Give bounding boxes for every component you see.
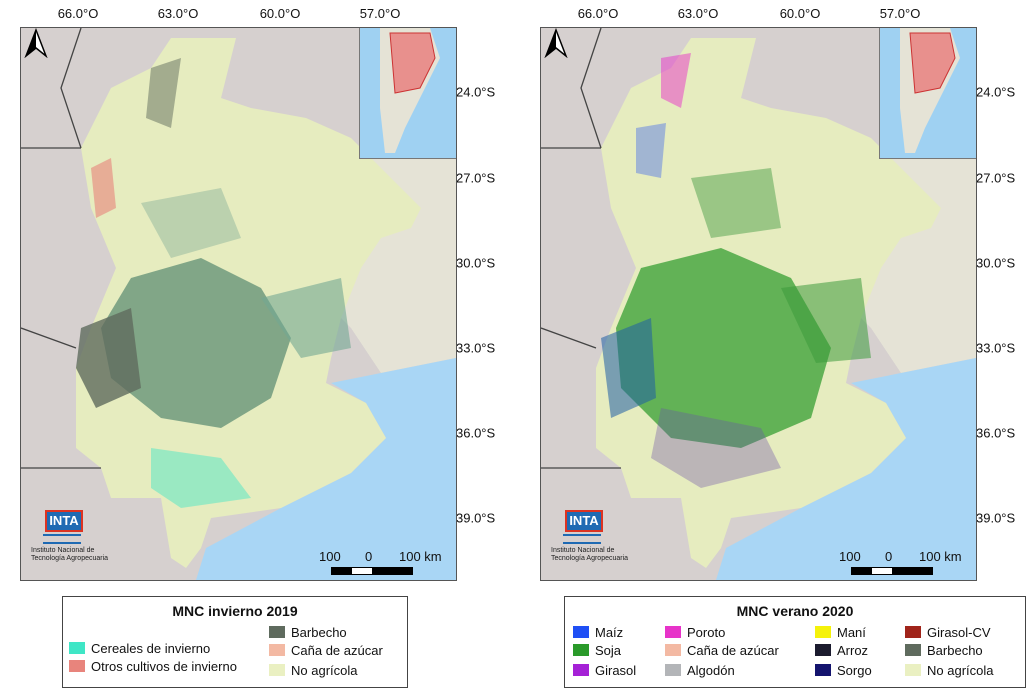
inta-logo: INTA Instituto Nacional de Tecnología Agr… <box>31 510 131 563</box>
scale-mid: 0 <box>885 549 893 564</box>
legend-item: Caña de azúcar <box>269 643 383 659</box>
legend-item: No agrícola <box>269 663 357 679</box>
inset-map-summer <box>879 28 976 159</box>
scale-bar <box>331 567 413 575</box>
map-panel-winter: 66.0°O 63.0°O 60.0°O 57.0°O 24.0°S 27.0°… <box>0 0 500 688</box>
map-winter[interactable]: 100 0 100 km INTA Instituto Nacional de T… <box>20 27 457 581</box>
y-tick-24: 24.0°S <box>976 84 1016 100</box>
legend-item: Girasol-CV <box>905 625 991 641</box>
scale-left: 100 <box>839 549 861 564</box>
y-tick-36: 36.0°S <box>976 425 1016 441</box>
north-arrow-icon <box>24 28 48 58</box>
x-tick-60: 60.0°O <box>259 6 301 21</box>
inset-map-winter <box>359 28 456 159</box>
legend-summer: MNC verano 2020 Maíz Soja Girasol Poroto… <box>564 596 1026 688</box>
map-summer[interactable]: 100 0 100 km INTA Instituto Nacional de T… <box>540 27 977 581</box>
legend-item: Barbecho <box>269 625 347 641</box>
legend-item: Caña de azúcar <box>665 643 779 659</box>
x-tick-63: 63.0°O <box>157 6 199 21</box>
y-tick-39: 39.0°S <box>456 510 496 526</box>
y-tick-27: 27.0°S <box>976 170 1016 186</box>
legend-item: Cereales de invierno <box>69 641 210 657</box>
y-tick-30: 30.0°S <box>456 255 496 271</box>
legend-item: Sorgo <box>815 663 872 679</box>
inta-logo: INTA Instituto Nacional de Tecnología Agr… <box>551 510 651 563</box>
scale-right: 100 km <box>399 549 442 564</box>
legend-item: No agrícola <box>905 663 993 679</box>
x-tick-66: 66.0°O <box>577 6 619 21</box>
legend-item: Algodón <box>665 663 735 679</box>
legend-item: Girasol <box>573 663 636 679</box>
legend-title: MNC verano 2020 <box>736 603 854 619</box>
y-tick-39: 39.0°S <box>976 510 1016 526</box>
legend-item: Otros cultivos de invierno <box>69 659 237 675</box>
x-tick-57: 57.0°O <box>879 6 921 21</box>
x-tick-57: 57.0°O <box>359 6 401 21</box>
north-arrow-icon <box>544 28 568 58</box>
scale-bar <box>851 567 933 575</box>
y-tick-27: 27.0°S <box>456 170 496 186</box>
legend-item: Maíz <box>573 625 623 641</box>
map-panel-summer: 66.0°O 63.0°O 60.0°O 57.0°O 24.0°S 27.0°… <box>520 0 1026 688</box>
x-tick-66: 66.0°O <box>57 6 99 21</box>
legend-item: Maní <box>815 625 866 641</box>
scale-mid: 0 <box>365 549 373 564</box>
y-tick-36: 36.0°S <box>456 425 496 441</box>
legend-item: Poroto <box>665 625 725 641</box>
x-tick-63: 63.0°O <box>677 6 719 21</box>
scale-right: 100 km <box>919 549 962 564</box>
legend-title: MNC invierno 2019 <box>172 603 298 619</box>
y-tick-24: 24.0°S <box>456 84 496 100</box>
inset-canvas-winter <box>380 28 440 153</box>
legend-item: Barbecho <box>905 643 983 659</box>
y-tick-33: 33.0°S <box>456 340 496 356</box>
legend-winter: MNC invierno 2019 Cereales de invierno O… <box>62 596 408 688</box>
x-tick-60: 60.0°O <box>779 6 821 21</box>
scale-left: 100 <box>319 549 341 564</box>
y-tick-30: 30.0°S <box>976 255 1016 271</box>
y-tick-33: 33.0°S <box>976 340 1016 356</box>
inset-canvas-summer <box>900 28 960 153</box>
legend-item: Arroz <box>815 643 868 659</box>
legend-item: Soja <box>573 643 621 659</box>
